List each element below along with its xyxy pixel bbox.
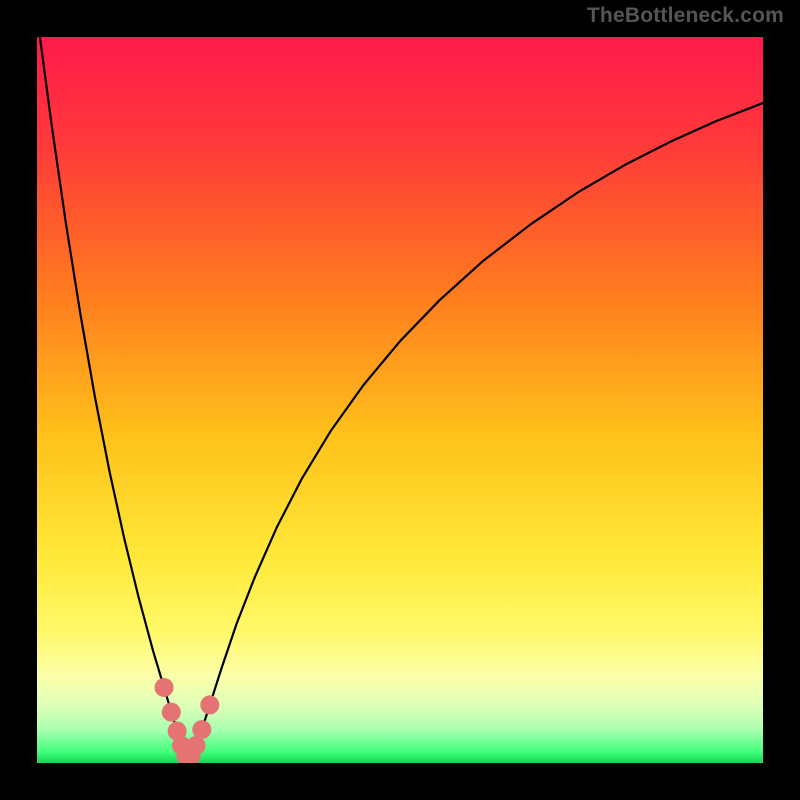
chart-frame: TheBottleneck.com [0,0,800,800]
gradient-background [37,37,763,763]
valley-marker [155,678,174,697]
valley-marker [162,703,181,722]
valley-marker [200,695,219,714]
valley-marker [192,720,211,739]
bottleneck-chart-svg [0,0,800,800]
